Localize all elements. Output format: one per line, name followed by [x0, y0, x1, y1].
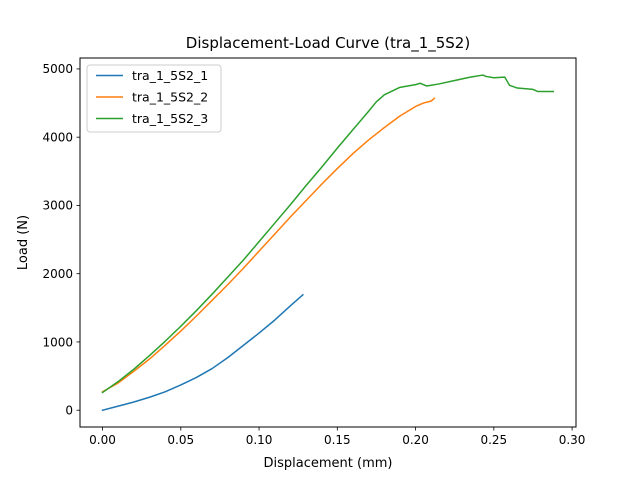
legend-label-2: tra_1_5S2_2: [132, 90, 208, 105]
x-tick-label: 0.30: [559, 433, 586, 447]
y-axis-ticks: 0 1000 2000 3000 4000 5000: [42, 62, 80, 418]
x-tick-label: 0.05: [167, 433, 194, 447]
series-line-2: [101, 97, 436, 393]
plot-frame: [79, 57, 577, 428]
y-tick-label: 4000: [42, 130, 73, 144]
series-layer: [101, 74, 555, 412]
legend-items: tra_1_5S2_1 tra_1_5S2_2 tra_1_5S2_3: [96, 68, 208, 126]
series-line-3: [101, 74, 555, 394]
x-tick-label: 0.15: [324, 433, 351, 447]
y-tick-label: 1000: [42, 335, 73, 349]
y-tick-label: 3000: [42, 199, 73, 213]
y-tick-label: 2000: [42, 267, 73, 281]
chart-title: Displacement-Load Curve (tra_1_5S2): [186, 34, 470, 53]
legend-label-3: tra_1_5S2_3: [132, 111, 208, 126]
legend-label-1: tra_1_5S2_1: [132, 68, 208, 83]
legend-box: [86, 64, 222, 133]
series-line-1: [101, 293, 304, 412]
x-tick-label: 0.10: [246, 433, 273, 447]
x-tick-label: 0.20: [402, 433, 429, 447]
y-axis-label: Load (N): [16, 215, 31, 270]
x-tick-label: 0.00: [89, 433, 116, 447]
x-axis-label: Displacement (mm): [264, 456, 393, 471]
y-tick-label: 0: [65, 404, 73, 418]
x-tick-label: 0.25: [480, 433, 507, 447]
legend: tra_1_5S2_1 tra_1_5S2_2 tra_1_5S2_3: [86, 64, 222, 133]
x-axis-ticks: 0.00 0.05 0.10 0.15 0.20 0.25 0.30: [89, 427, 585, 447]
y-tick-label: 5000: [42, 62, 73, 76]
